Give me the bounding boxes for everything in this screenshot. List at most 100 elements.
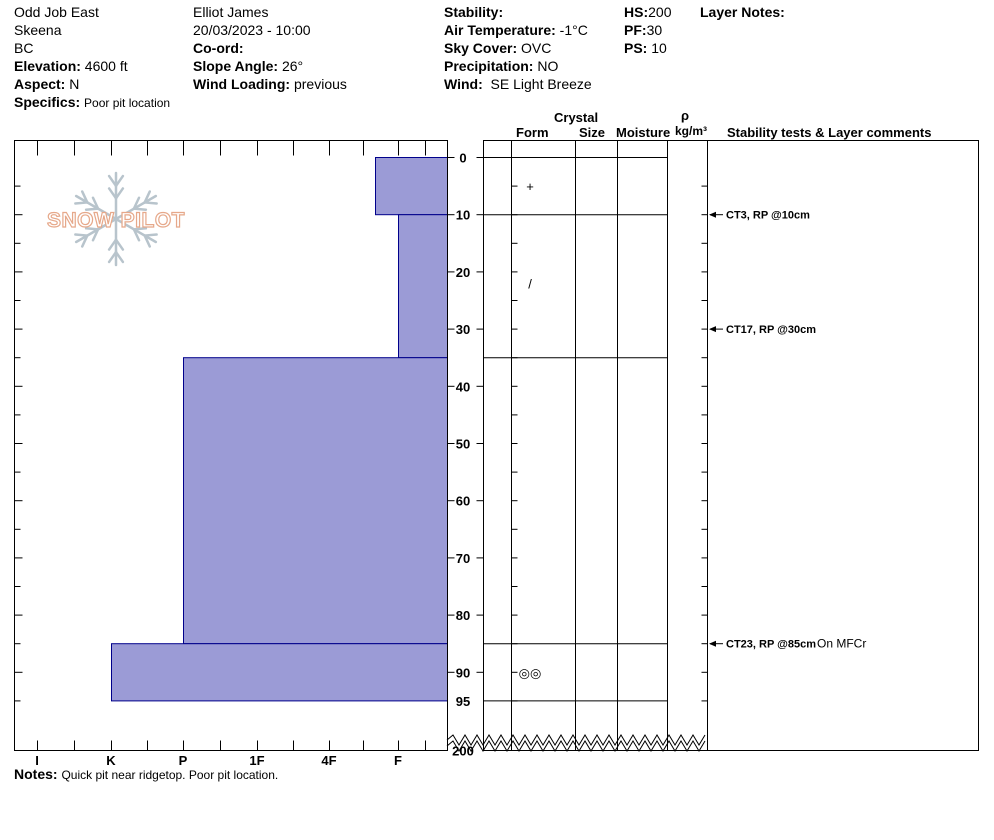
- hs-value: 200: [648, 4, 672, 20]
- depth-label-70: 70: [456, 551, 470, 566]
- crystal-forms: + / ◎◎: [519, 179, 542, 680]
- stability-label: Stability:: [444, 4, 504, 20]
- layer-notes: Layer Notes:: [700, 3, 785, 21]
- aspect-value: N: [69, 76, 80, 92]
- air-temperature: Air Temperature: -1°C: [444, 21, 588, 39]
- col-density-unit: kg/m³: [675, 124, 708, 138]
- sky-value: OVC: [521, 40, 552, 56]
- zigzag-break: [446, 734, 706, 752]
- slope-angle: Slope Angle: 26°: [193, 57, 303, 75]
- elevation-label: Elevation:: [14, 58, 81, 74]
- hardness-label-P: P: [179, 753, 188, 768]
- depth-label-10: 10: [456, 208, 470, 223]
- flake-branch: [107, 238, 118, 251]
- wind-loading: Wind Loading: previous: [193, 75, 347, 93]
- precipitation: Precipitation: NO: [444, 57, 558, 75]
- zigzag-line-2: [446, 740, 706, 752]
- col-comments: Stability tests & Layer comments: [727, 125, 932, 140]
- specifics: Specifics: Poor pit location: [14, 93, 170, 112]
- test-arrow-head-2: [709, 640, 716, 647]
- hardness-label-1F: 1F: [249, 753, 264, 768]
- hardness-bars: [111, 157, 448, 702]
- air-temp-label: Air Temperature:: [444, 22, 556, 38]
- flake-branch: [132, 228, 141, 242]
- datetime: 20/03/2023 - 10:00: [193, 22, 311, 38]
- stability-tests: CT3, RP @10cm CT17, RP @30cm CT23, RP @85c…: [709, 210, 866, 651]
- notes: Notes: Quick pit near ridgetop. Poor pit…: [14, 765, 278, 784]
- zigzag-line-1: [446, 734, 706, 746]
- flake-branch: [114, 174, 125, 188]
- specifics-value: Poor pit location: [84, 96, 171, 110]
- flake-arm: [74, 217, 118, 244]
- flake-branch: [84, 227, 100, 231]
- ps: PS: 10: [624, 39, 667, 57]
- test-comment-2: On MFCr: [817, 637, 866, 651]
- location: Odd Job East: [14, 4, 99, 20]
- test-label-2: CT23, RP @85cm: [726, 639, 816, 651]
- flake-branch: [107, 187, 118, 200]
- col-form: Form: [516, 125, 549, 140]
- test-label-0: CT3, RP @10cm: [726, 210, 810, 222]
- observer: Elliot James: [193, 4, 269, 20]
- flake-branch: [107, 174, 118, 188]
- notes-label: Notes:: [14, 766, 58, 782]
- depth-label-30: 30: [456, 322, 470, 337]
- hardness-bar-1: [398, 214, 448, 359]
- hardness-bar-2: [183, 357, 448, 645]
- pf: PF:30: [624, 21, 662, 39]
- flake-branch: [80, 190, 89, 204]
- flake-arm: [114, 194, 158, 221]
- state: BC: [14, 40, 34, 56]
- hs-label: HS:: [624, 4, 649, 20]
- depth-label-80: 80: [456, 608, 470, 623]
- snowpilot-logo-text: SNOW PILOT: [47, 209, 185, 232]
- sky-cover: Sky Cover: OVC: [444, 39, 551, 57]
- flake-branch: [74, 201, 89, 205]
- specifics-label: Specifics:: [14, 94, 81, 110]
- range: Skeena: [14, 22, 62, 38]
- depth-label-60: 60: [456, 494, 470, 509]
- hardness-bar-3: [111, 643, 448, 702]
- coord-label: Co-ord:: [193, 40, 244, 56]
- flake-branch: [91, 228, 100, 242]
- aspect-label: Aspect:: [14, 76, 66, 92]
- depth-label-0: 0: [459, 151, 466, 166]
- ps-label: PS:: [624, 40, 648, 56]
- depth-label-90: 90: [456, 665, 470, 680]
- flake-branch: [132, 196, 141, 210]
- flake-branch: [114, 187, 125, 200]
- hardness-ticks: I K P 1F 4F F: [35, 140, 426, 768]
- depth-label-50: 50: [456, 437, 470, 452]
- flake-branch: [80, 234, 89, 248]
- hardness-frame: [14, 140, 448, 751]
- elevation: Elevation: 4600 ft: [14, 57, 128, 75]
- wind-loading-value: previous: [293, 76, 347, 92]
- flake-branch: [84, 207, 100, 211]
- test-arrow-head-0: [709, 211, 716, 218]
- flake-branch: [143, 190, 152, 204]
- flake-arm: [74, 194, 118, 221]
- wind-loading-label: Wind Loading:: [193, 76, 291, 92]
- wind-label: Wind:: [444, 76, 483, 92]
- hs: HS:200: [624, 3, 671, 21]
- elevation-value: 4600 ft: [84, 58, 128, 74]
- aspect: Aspect: N: [14, 75, 79, 93]
- data-frame: [483, 140, 979, 751]
- hardness-bar-0: [375, 157, 448, 216]
- left-ticks: [14, 185, 23, 702]
- column-lines: [511, 140, 708, 751]
- coord: Co-ord:: [193, 39, 244, 57]
- hardness-label-F: F: [394, 753, 402, 768]
- precip-label: Precipitation:: [444, 58, 534, 74]
- flake-arm: [114, 217, 158, 244]
- depth-label-95: 95: [456, 694, 470, 709]
- slope-value: 26°: [281, 58, 304, 74]
- col-size: Size: [579, 125, 606, 140]
- air-temp-value: -1°C: [559, 22, 588, 38]
- flake-branch: [143, 233, 158, 237]
- sky-label: Sky Cover:: [444, 40, 518, 56]
- flake-branch: [91, 196, 100, 210]
- flake-branch: [107, 250, 118, 264]
- crystal-form-0: +: [526, 179, 534, 194]
